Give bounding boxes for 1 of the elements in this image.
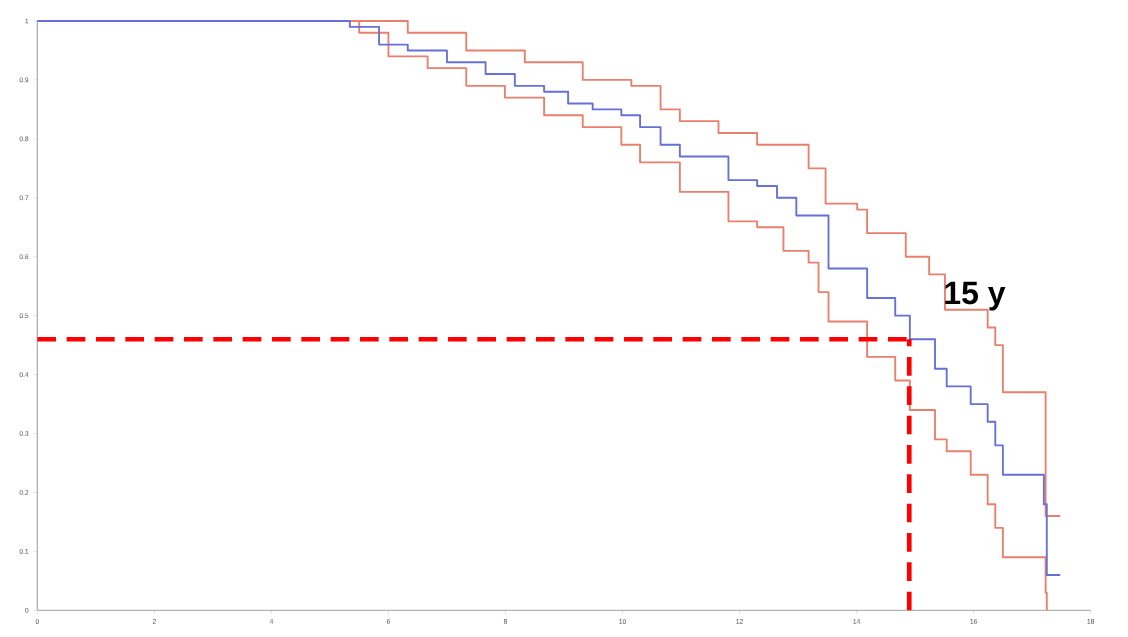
ref-line-label: 15 y [945,281,1006,311]
